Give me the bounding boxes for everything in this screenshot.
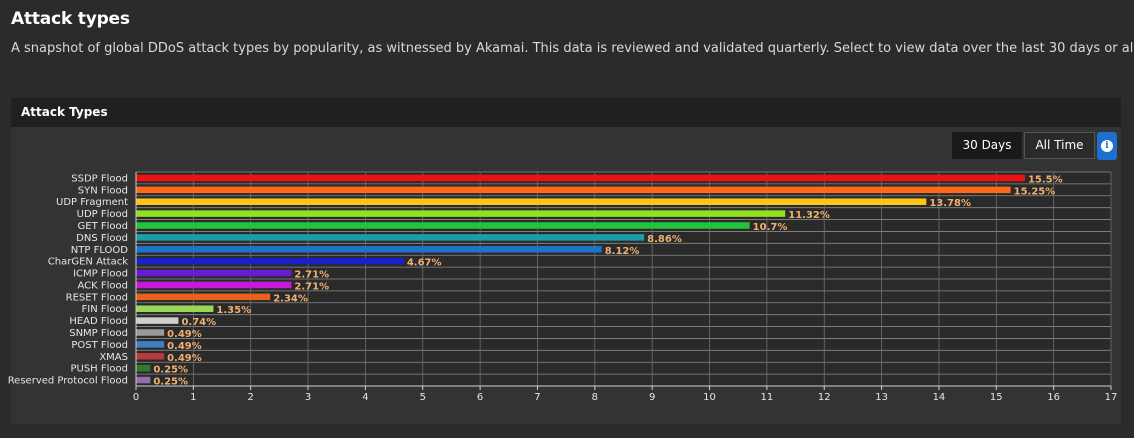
- category-label: SSDP Flood: [71, 173, 128, 184]
- thirty-days-button[interactable]: 30 Days: [952, 132, 1022, 159]
- bar: [136, 364, 151, 372]
- value-label: 8.12%: [605, 246, 640, 257]
- value-label: 0.49%: [167, 341, 202, 352]
- page-description: A snapshot of global DDoS attack types b…: [11, 41, 1134, 56]
- bar: [136, 210, 786, 217]
- value-label: 11.32%: [788, 210, 830, 221]
- bar: [136, 174, 1025, 182]
- category-label: DNS Flood: [76, 233, 128, 244]
- bar: [136, 186, 1011, 194]
- value-label: 15.25%: [1014, 186, 1056, 197]
- category-label: PUSH Flood: [70, 364, 128, 375]
- category-label: SNMP Flood: [69, 328, 128, 339]
- bar: [136, 269, 292, 277]
- bar: [136, 293, 271, 301]
- value-label: 0.74%: [181, 317, 216, 328]
- bar: [136, 222, 750, 229]
- x-tick-label: 11: [761, 392, 774, 403]
- category-label: ICMP Flood: [73, 269, 128, 280]
- panel-title: Attack Types: [21, 105, 108, 119]
- value-label: 2.34%: [273, 293, 308, 304]
- bar: [136, 234, 645, 241]
- category-label: ACK Flood: [78, 280, 129, 291]
- value-label: 0.49%: [167, 353, 202, 364]
- x-tick-label: 1: [190, 392, 196, 403]
- bar: [136, 376, 151, 384]
- value-label: 0.49%: [167, 329, 202, 340]
- category-label: FIN Flood: [82, 304, 128, 315]
- value-label: 8.86%: [647, 234, 682, 245]
- value-label: 2.71%: [294, 270, 329, 281]
- category-label: RESET Flood: [66, 292, 128, 303]
- value-label: 2.71%: [294, 281, 329, 292]
- all-time-button[interactable]: All Time: [1024, 132, 1095, 159]
- x-tick-label: 2: [248, 392, 254, 403]
- x-tick-label: 15: [990, 392, 1003, 403]
- bar: [136, 341, 165, 348]
- bar: [136, 257, 404, 265]
- value-label: 0.25%: [153, 377, 188, 388]
- value-label: 13.78%: [929, 198, 971, 209]
- info-button[interactable]: i: [1097, 132, 1117, 160]
- category-label: HEAD Flood: [69, 316, 128, 327]
- x-tick-label: 13: [875, 392, 888, 403]
- value-label: 15.5%: [1028, 174, 1063, 185]
- category-label: UDP Flood: [77, 209, 128, 220]
- value-label: 1.35%: [216, 305, 251, 316]
- x-tick-label: 12: [818, 392, 831, 403]
- bar: [136, 305, 214, 312]
- bar: [136, 246, 602, 253]
- x-tick-label: 5: [420, 392, 426, 403]
- x-tick-label: 16: [1047, 392, 1060, 403]
- category-label: UDP Fragment: [56, 197, 128, 208]
- category-label: SYN Flood: [78, 185, 128, 196]
- page-title: Attack types: [11, 9, 130, 29]
- category-label: NTP FLOOD: [71, 245, 129, 256]
- category-label: GET Flood: [78, 221, 128, 232]
- value-label: 0.25%: [153, 365, 188, 376]
- value-label: 10.7%: [753, 222, 788, 233]
- x-tick-label: 7: [534, 392, 540, 403]
- panel-header: Attack Types: [11, 98, 1121, 127]
- category-label: POST Flood: [71, 340, 128, 351]
- value-label: 4.67%: [407, 258, 442, 269]
- category-label: Reserved Protocol Flood: [8, 376, 128, 387]
- x-tick-label: 3: [305, 392, 311, 403]
- x-tick-label: 10: [703, 392, 716, 403]
- x-tick-label: 14: [933, 392, 946, 403]
- bar: [136, 353, 165, 360]
- x-tick-label: 8: [592, 392, 598, 403]
- bar: [136, 317, 179, 324]
- x-tick-label: 0: [133, 392, 139, 403]
- x-tick-label: 9: [649, 392, 655, 403]
- bar: [136, 281, 292, 289]
- info-icon: i: [1101, 140, 1113, 152]
- x-tick-label: 6: [477, 392, 483, 403]
- category-label: XMAS: [99, 352, 128, 363]
- category-label: CharGEN Attack: [48, 257, 128, 268]
- x-tick-label: 17: [1105, 392, 1118, 403]
- x-tick-label: 4: [362, 392, 368, 403]
- bar: [136, 198, 927, 205]
- bar: [136, 329, 165, 336]
